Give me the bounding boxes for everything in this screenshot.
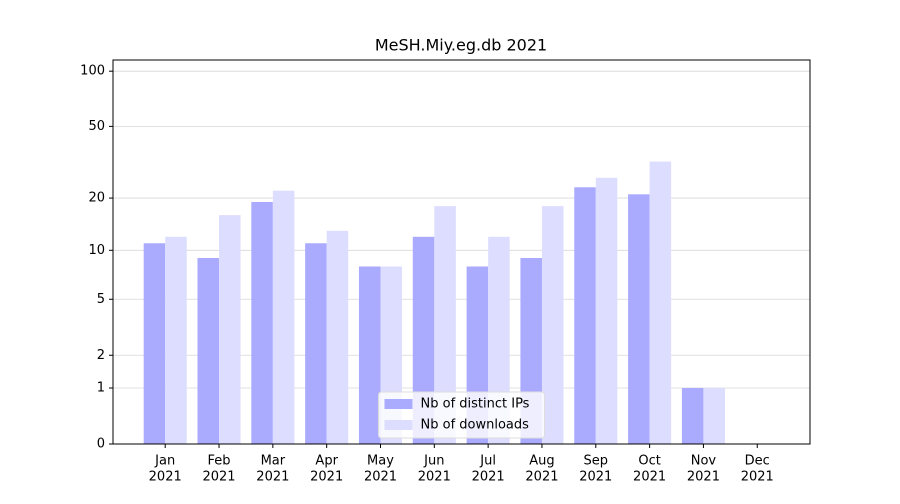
x-tick-label: 2021: [418, 470, 451, 485]
bar: [649, 161, 672, 444]
x-tick-label: May: [367, 454, 394, 469]
bar: [197, 257, 220, 444]
bar: [595, 177, 618, 444]
bar: [541, 206, 564, 444]
x-tick-label: Jun: [423, 454, 444, 469]
x-tick-label: Aug: [529, 454, 554, 469]
bar: [165, 236, 187, 444]
y-tick-label: 10: [88, 243, 105, 258]
x-tick-label: 2021: [687, 470, 720, 485]
legend-swatch: [384, 399, 413, 409]
bar: [251, 202, 273, 444]
bar: [272, 190, 295, 444]
bar: [326, 230, 349, 444]
x-tick-label: Dec: [745, 454, 770, 469]
x-tick-label: Mar: [261, 454, 286, 469]
legend-box: [378, 391, 545, 439]
bar: [703, 388, 725, 444]
y-tick-label: 20: [88, 191, 105, 206]
x-tick-label: Nov: [691, 454, 717, 469]
bar: [219, 215, 241, 444]
x-tick-label: 2021: [579, 470, 612, 485]
bar: [628, 194, 650, 444]
x-tick-label: 2021: [364, 470, 397, 485]
x-tick-label: 2021: [256, 470, 289, 485]
x-tick-label: Jul: [479, 454, 496, 469]
legend-label: Nb of downloads: [421, 418, 530, 433]
y-tick-label: 50: [88, 119, 105, 134]
y-tick-label: 1: [97, 381, 105, 396]
bar: [681, 388, 704, 444]
bar: [574, 187, 596, 444]
legend-label: Nb of distinct IPs: [421, 397, 530, 412]
bar: [143, 243, 166, 444]
chart-title: MeSH.Miy.eg.db 2021: [375, 36, 547, 55]
x-tick-label: 2021: [741, 470, 774, 485]
x-tick-label: Apr: [315, 454, 338, 469]
bar: [434, 206, 456, 444]
x-tick-label: 2021: [149, 470, 182, 485]
x-tick-label: Feb: [208, 454, 231, 469]
bar: [305, 243, 327, 444]
x-tick-label: Oct: [638, 454, 660, 469]
x-tick-label: Jan: [154, 454, 175, 469]
y-tick-label: 2: [97, 348, 105, 363]
y-tick-label: 5: [97, 292, 105, 307]
x-tick-label: 2021: [525, 470, 558, 485]
x-tick-label: Sep: [584, 454, 609, 469]
x-tick-label: 2021: [202, 470, 235, 485]
x-tick-label: 2021: [633, 470, 666, 485]
y-tick-label: 0: [97, 437, 105, 452]
y-tick-label: 100: [80, 64, 105, 79]
plot-frame: [112, 59, 811, 445]
bar: [358, 266, 381, 444]
x-tick-label: 2021: [310, 470, 343, 485]
legend-swatch: [384, 420, 413, 430]
x-tick-label: 2021: [472, 470, 505, 485]
